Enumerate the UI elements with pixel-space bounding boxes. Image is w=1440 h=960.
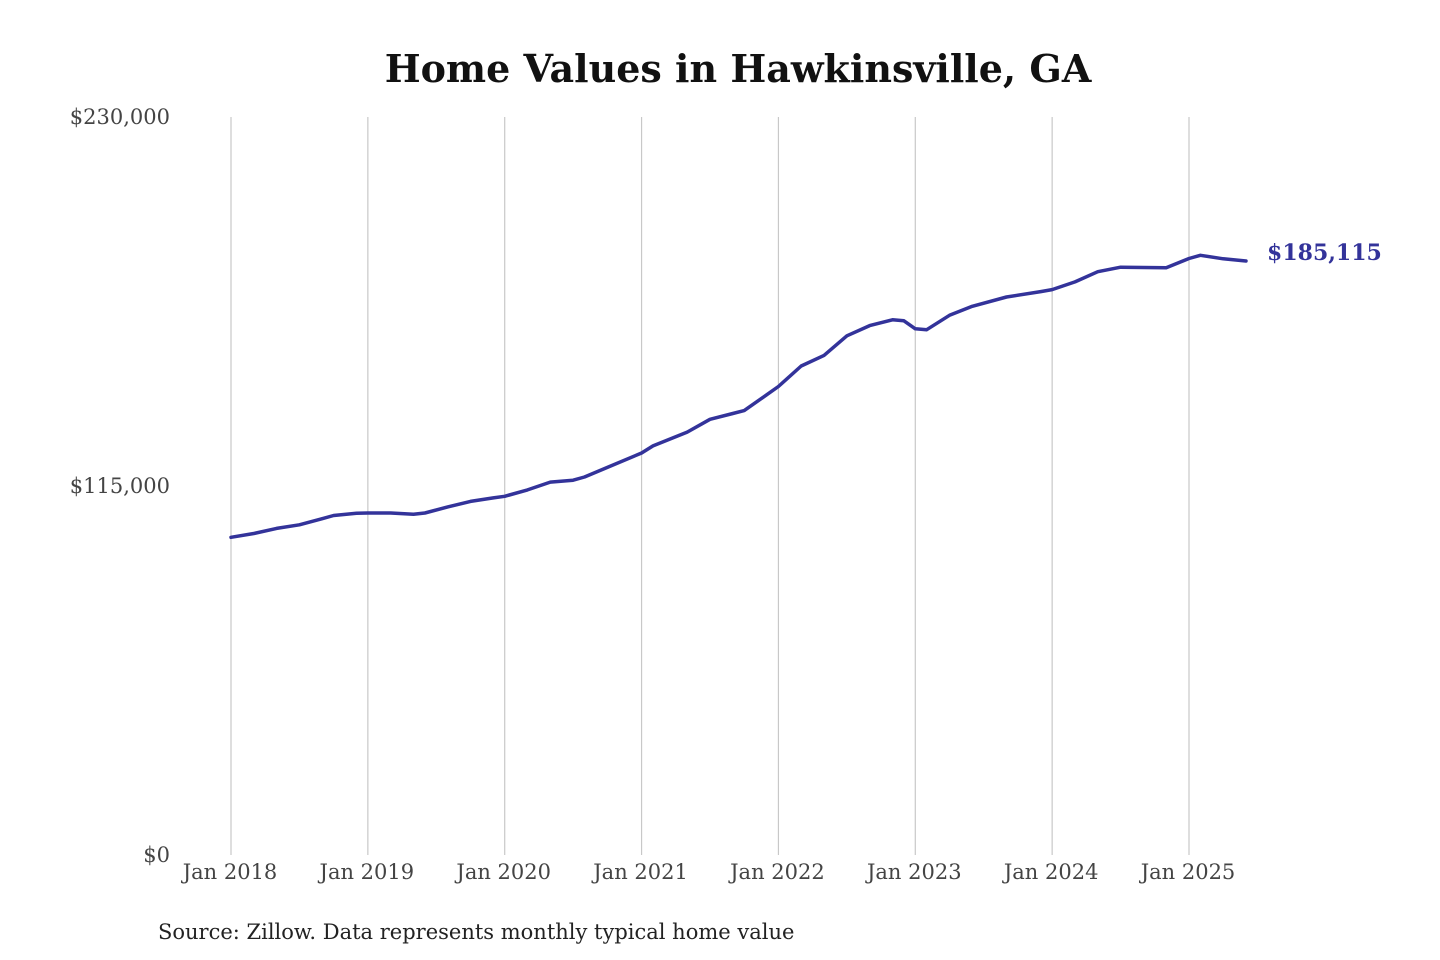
x-tick-label-6: Jan 2024	[1002, 860, 1099, 884]
y-tick-label-0: $0	[143, 843, 170, 867]
series-group: $185,115	[229, 240, 1382, 540]
source-note: Source: Zillow. Data represents monthly …	[158, 920, 794, 944]
x-axis-tick-labels: Jan 2018 Jan 2019 Jan 2020 Jan 2021 Jan 2022…	[181, 860, 1236, 884]
y-tick-label-2: $230,000	[70, 105, 170, 129]
x-tick-label-3: Jan 2021	[591, 860, 688, 884]
x-tick-label-0: Jan 2018	[181, 860, 278, 884]
x-tick-label-5: Jan 2023	[865, 860, 962, 884]
x-tick-label-1: Jan 2019	[318, 860, 415, 884]
y-tick-label-1: $115,000	[70, 474, 170, 498]
chart-title: Home Values in Hawkinsville, GA	[385, 46, 1092, 91]
series-line-0	[229, 253, 1248, 540]
gridlines	[230, 117, 1190, 855]
end-value-label-0: $185,115	[1267, 240, 1382, 266]
x-tick-label-2: Jan 2020	[454, 860, 551, 884]
x-tick-label-4: Jan 2022	[728, 860, 825, 884]
y-axis-tick-labels: $0 $115,000 $230,000	[70, 105, 170, 867]
x-tick-label-7: Jan 2025	[1139, 860, 1236, 884]
